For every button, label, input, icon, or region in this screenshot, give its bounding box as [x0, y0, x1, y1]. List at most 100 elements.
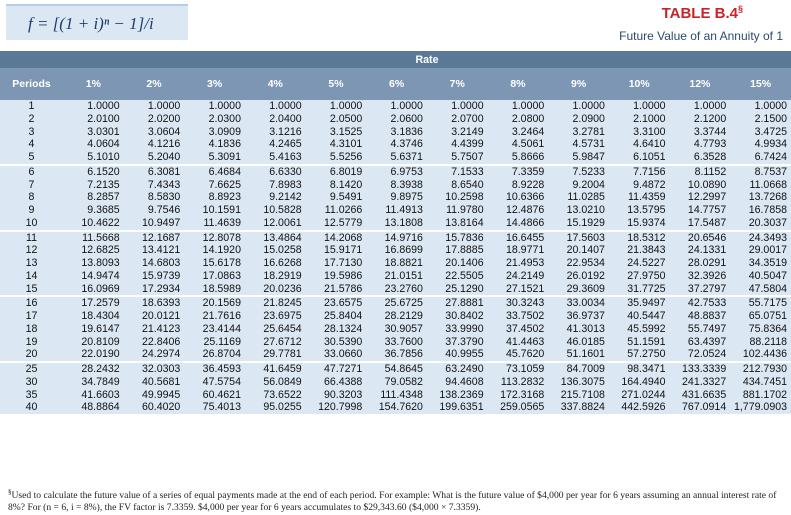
factor-cell: 13.0210 — [548, 204, 609, 217]
factor-cell: 1.0000 — [244, 100, 306, 113]
factor-cell: 32.3926 — [669, 269, 731, 283]
factor-cell: 138.2369 — [426, 388, 488, 402]
factor-cell: 10.2598 — [426, 191, 488, 204]
factor-cell: 12.1687 — [123, 229, 185, 245]
factor-cell: 4.1836 — [184, 138, 245, 151]
factor-cell: 259.0565 — [487, 401, 549, 414]
factor-cell: 5.1010 — [63, 151, 124, 165]
factor-cell: 10.1591 — [184, 204, 245, 217]
factor-cell: 15.7836 — [426, 229, 488, 245]
factor-cell: 9.2004 — [548, 178, 609, 192]
factor-cell: 7.5233 — [548, 163, 609, 179]
factor-cell: 2.0800 — [487, 112, 549, 126]
factor-cell: 48.8837 — [669, 310, 731, 323]
factor-cell: 20.3037 — [730, 216, 791, 231]
column-header-row: Periods 1% 2% 3% 4% 5% 6% 7% 8% 9% 10% 12% 15% — [0, 68, 791, 100]
factor-cell: 24.2149 — [487, 269, 549, 283]
factor-cell: 33.0034 — [548, 295, 609, 310]
factor-cell: 28.0291 — [669, 257, 731, 270]
factor-cell: 136.3075 — [548, 375, 609, 389]
factor-cell: 4.3746 — [366, 138, 427, 151]
factor-cell: 21.4123 — [123, 322, 185, 336]
factor-cell: 6.1051 — [608, 151, 670, 165]
factor-cell: 10.0890 — [669, 178, 731, 192]
factor-cell: 34.7849 — [63, 375, 124, 389]
factor-cell: 19.6147 — [63, 322, 124, 336]
factor-cell: 3.0301 — [63, 125, 124, 139]
factor-cell: 16.7858 — [730, 204, 791, 217]
factor-cell: 19.5986 — [305, 269, 367, 283]
factor-cell: 11.0266 — [305, 204, 367, 217]
factor-cell: 1.0000 — [548, 100, 609, 113]
period-cell: 40 — [0, 401, 63, 414]
factor-cell: 15.1929 — [548, 216, 609, 231]
factor-cell: 5.2040 — [123, 151, 185, 165]
blank-header — [0, 51, 63, 68]
factor-cell: 30.9057 — [366, 322, 427, 336]
factor-cell: 35.9497 — [608, 295, 670, 310]
factor-cell: 13.8093 — [63, 257, 124, 270]
column-header: 5% — [305, 68, 367, 100]
factor-cell: 434.7451 — [730, 375, 791, 389]
factor-cell: 21.0151 — [366, 269, 427, 283]
factor-cell: 29.3609 — [548, 282, 609, 297]
table-row: 19 20.8109 22.8406 25.1169 27.6712 30.5390 33.… — [0, 335, 791, 349]
factor-cell: 56.0849 — [244, 375, 306, 389]
factor-cell: 113.2832 — [487, 375, 549, 389]
factor-cell: 6.4684 — [184, 163, 245, 179]
factor-cell: 11.4639 — [184, 216, 245, 231]
factor-cell: 8.8923 — [184, 191, 245, 204]
factor-cell: 20.1407 — [548, 244, 609, 257]
factor-cell: 2.0700 — [426, 112, 488, 126]
factor-cell: 25.6454 — [244, 322, 306, 336]
factor-cell: 102.4436 — [730, 348, 791, 362]
factor-cell: 5.7507 — [426, 151, 488, 165]
table-row: 8 8.2857 8.5830 8.8923 9.2142 9.5491 9.8975 10.… — [0, 191, 791, 204]
factor-cell: 5.5256 — [305, 151, 367, 165]
column-header: 7% — [426, 68, 488, 100]
factor-cell: 21.8245 — [244, 295, 306, 310]
factor-cell: 442.5926 — [608, 401, 670, 414]
factor-cell: 20.0236 — [244, 282, 306, 297]
factor-cell: 25.6725 — [366, 295, 427, 310]
factor-cell: 16.8699 — [366, 244, 427, 257]
factor-cell: 4.0604 — [63, 138, 124, 151]
period-cell: 18 — [0, 322, 63, 336]
factor-cell: 54.8645 — [366, 361, 427, 376]
period-cell: 12 — [0, 244, 63, 257]
factor-cell: 20.8109 — [63, 335, 124, 349]
table-row: 14 14.9474 15.9739 17.0863 18.2919 19.5986 21.… — [0, 269, 791, 283]
table-row: 13 13.8093 14.6803 15.6178 16.6268 17.7130 18.… — [0, 257, 791, 270]
factor-cell: 41.6459 — [244, 361, 306, 376]
factor-cell: 37.4502 — [487, 322, 549, 336]
factor-cell: 36.7856 — [366, 348, 427, 362]
table-row: 17 18.4304 20.0121 21.7616 23.6975 25.8404 28.… — [0, 310, 791, 323]
factor-cell: 23.6575 — [305, 295, 367, 310]
factor-cell: 30.3243 — [487, 295, 549, 310]
factor-cell: 26.8704 — [184, 348, 245, 362]
factor-cell: 3.2781 — [548, 125, 609, 139]
period-cell: 19 — [0, 335, 63, 349]
factor-cell: 25.1169 — [184, 335, 245, 349]
factor-cell: 24.5227 — [608, 257, 670, 270]
factor-cell: 8.1420 — [305, 178, 367, 192]
period-cell: 17 — [0, 310, 63, 323]
table-row: 10 10.4622 10.9497 11.4639 12.0061 12.5779 13.… — [0, 216, 791, 231]
factor-cell: 11.0285 — [548, 191, 609, 204]
factor-cell: 2.0500 — [305, 112, 367, 126]
column-header: 6% — [366, 68, 427, 100]
title-text: TABLE B.4 — [661, 5, 738, 22]
factor-cell: 12.4876 — [487, 204, 549, 217]
factor-cell: 4.3101 — [305, 138, 367, 151]
factor-cell: 31.7725 — [608, 282, 670, 297]
period-cell: 8 — [0, 191, 63, 204]
table-row: 20 22.0190 24.2974 26.8704 29.7781 33.0660 36.… — [0, 348, 791, 362]
factor-cell: 164.4940 — [608, 375, 670, 389]
group-header-row: Rate — [0, 51, 791, 68]
factor-cell: 33.9990 — [426, 322, 488, 336]
factor-cell: 2.1000 — [608, 112, 670, 126]
factor-cell: 8.3938 — [366, 178, 427, 192]
period-cell: 10 — [0, 216, 63, 231]
factor-cell: 30.5390 — [305, 335, 367, 349]
